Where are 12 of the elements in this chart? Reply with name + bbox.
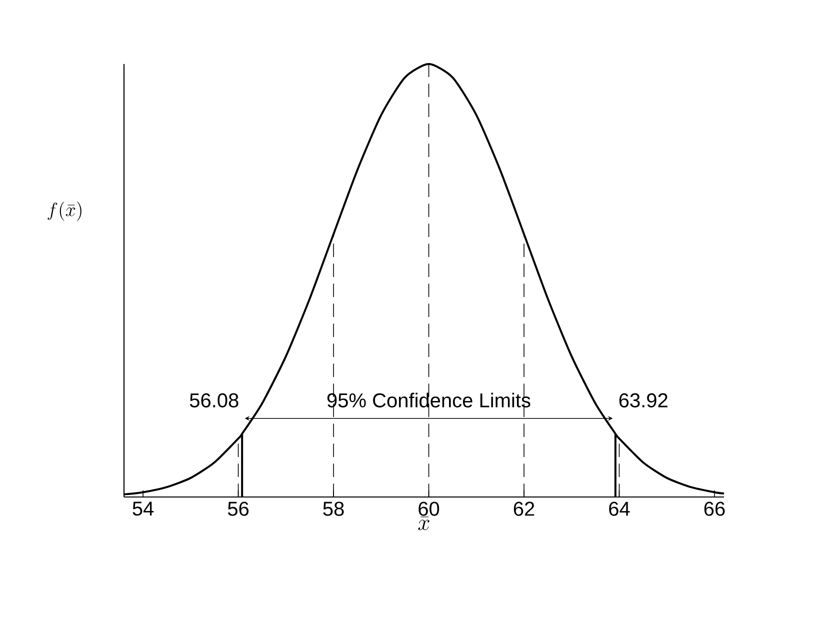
- annotation: 95% Confidence Limits: [327, 392, 530, 408]
- y-axis-title: $f(\bar{x})$: [48, 202, 82, 221]
- x-tick-label: 62: [514, 502, 534, 516]
- x-tick-label: 66: [704, 502, 725, 516]
- x-tick-label: 58: [323, 502, 344, 516]
- x-tick-label: 64: [609, 502, 630, 516]
- x-tick-label: 56: [228, 502, 249, 516]
- ref-line-label: 63.92: [619, 393, 668, 408]
- ref-line-label: 56.08: [190, 393, 238, 408]
- x-tick-label: 60: [418, 502, 440, 516]
- x-axis-title: $\bar{x}$: [418, 516, 430, 530]
- x-tick-label: 54: [132, 502, 154, 516]
